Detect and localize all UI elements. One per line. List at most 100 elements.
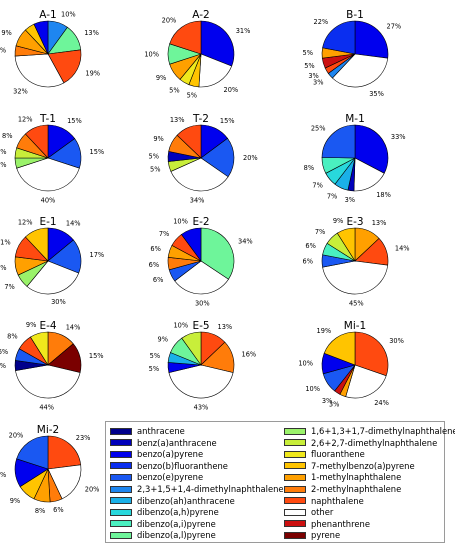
pie-slice-naphthalene bbox=[47, 49, 82, 84]
legend-label: benzo(e)pyrene bbox=[137, 472, 204, 483]
slice-label: 13% bbox=[372, 219, 387, 227]
slice-label: 14% bbox=[0, 471, 6, 479]
pie-slice-other bbox=[14, 53, 65, 88]
slice-label: 5% bbox=[149, 153, 159, 161]
legend-item-1-methylnaphthalene: 1-methylnaphthalene bbox=[284, 471, 401, 483]
slice-label: 12% bbox=[18, 218, 33, 226]
slice-label: 14% bbox=[66, 323, 81, 331]
pie-slice-naphthalene bbox=[24, 124, 49, 159]
pie-e-3: E-3 13%14%45%6%6%7%9% bbox=[303, 216, 410, 308]
slice-label: 8% bbox=[2, 132, 12, 140]
slice-label: 13% bbox=[84, 29, 99, 37]
legend-swatch bbox=[284, 485, 306, 493]
slice-label: 5% bbox=[150, 166, 160, 174]
pie-slice-other bbox=[198, 53, 233, 88]
pie-title: E-3 bbox=[346, 216, 363, 228]
slice-label: 12% bbox=[18, 115, 33, 123]
pie-title: B-1 bbox=[346, 9, 364, 21]
slice-label: 34% bbox=[238, 238, 253, 246]
slice-label: 40% bbox=[41, 197, 56, 205]
slice-label: 10% bbox=[173, 218, 188, 226]
pie-slice-7-methylbenzo-a-pyrene bbox=[323, 331, 356, 366]
pie-title: E-5 bbox=[192, 320, 209, 332]
legend: anthracene benz(a)anthracene benzo(a)pyren… bbox=[105, 421, 455, 543]
legend-swatch bbox=[110, 497, 132, 505]
slice-label: 6% bbox=[53, 506, 63, 514]
slice-label: 14% bbox=[66, 220, 81, 228]
pie-slice-benzo-a-pyrene bbox=[181, 227, 202, 262]
slice-label: 5% bbox=[150, 352, 160, 360]
legend-label: other bbox=[311, 507, 334, 518]
pie-slice-other bbox=[26, 260, 80, 295]
slice-label: 15% bbox=[89, 352, 104, 360]
legend-swatch bbox=[284, 473, 306, 481]
pie-slice-benzo-e-pyrene bbox=[200, 137, 235, 178]
legend-label: 2-methylnaphthalene bbox=[311, 484, 402, 494]
pie-title: A-2 bbox=[192, 9, 209, 21]
slice-label: 16% bbox=[242, 351, 257, 359]
slice-label: 6% bbox=[149, 261, 159, 269]
slice-label: 20% bbox=[224, 86, 239, 94]
slice-label: 10% bbox=[305, 385, 320, 393]
pie-title: T-1 bbox=[39, 113, 56, 125]
pie-e-1: E-1 14% 17% 30% 7% 9% 11% 12% bbox=[0, 216, 104, 306]
slice-label: 6% bbox=[0, 348, 8, 356]
pie-slice-benzo-a-pyrene bbox=[33, 20, 49, 55]
slice-label: 10% bbox=[61, 11, 76, 19]
slice-label: 3% bbox=[308, 72, 318, 80]
pie-slice-2-6-2-7-dimethylnaphthalene bbox=[181, 331, 202, 366]
slice-label: 20% bbox=[162, 17, 177, 25]
legend-item-2-6-2-7-dimethylnaphthalene: 2,6+2,7-dimethylnaphthalene bbox=[284, 437, 437, 449]
slice-label: 9% bbox=[156, 74, 166, 82]
pie-t-2: T-2 15% 20% 34% 5% 5% 9% 13% bbox=[149, 113, 258, 204]
slice-label: 5% bbox=[0, 161, 7, 169]
pie-slice-naphthalene bbox=[169, 20, 202, 55]
legend-swatch bbox=[110, 473, 132, 481]
pie-slice-other bbox=[174, 260, 229, 295]
legend-label: dibenzo(ah)anthracene bbox=[137, 495, 235, 506]
slice-label: 3% bbox=[329, 401, 339, 409]
legend-item-benz-a-anthracene: benz(a)anthracene bbox=[110, 437, 217, 449]
pie-a-2: A-231%20%5%5%9%10%20% bbox=[144, 9, 250, 100]
legend-swatch bbox=[284, 462, 306, 470]
legend-swatch bbox=[284, 450, 306, 458]
legend-swatch bbox=[284, 497, 306, 505]
legend-item-7-methylbenzo-a-pyrene: 7-methylbenzo(a)pyrene bbox=[284, 460, 415, 472]
slice-label: 9% bbox=[1, 29, 11, 37]
pie-slice-naphthalene bbox=[47, 435, 82, 470]
slice-label: 19% bbox=[85, 70, 100, 78]
slice-label: 19% bbox=[317, 327, 332, 335]
pie-title: E-4 bbox=[39, 320, 56, 332]
slice-label: 33% bbox=[391, 133, 406, 141]
legend-swatch bbox=[110, 462, 132, 470]
legend-item-1-6-1-3-1-7-dimethylnaphthalene: 1,6+1,3+1,7-dimethylnaphthalene bbox=[284, 425, 455, 437]
legend-swatch bbox=[110, 520, 132, 528]
slice-label: 23% bbox=[76, 434, 91, 442]
pie-slice-other bbox=[322, 260, 389, 295]
slice-label: 5% bbox=[187, 92, 197, 100]
pie-b-1: B-1 27% 35% 3%3% 5% 5% 22% bbox=[303, 9, 402, 98]
legend-label: 7-methylbenzo(a)pyrene bbox=[311, 460, 415, 471]
legend-swatch bbox=[110, 450, 132, 458]
pie-title: E-2 bbox=[192, 216, 209, 228]
legend-item-benzo-e-pyrene: benzo(e)pyrene bbox=[110, 471, 203, 483]
slice-label: 6% bbox=[305, 242, 315, 250]
slice-label: 5% bbox=[304, 62, 314, 70]
pie-slice-other bbox=[345, 364, 387, 399]
slice-label: 13% bbox=[218, 323, 233, 331]
pie-title: M-1 bbox=[345, 113, 365, 125]
slice-label: 17% bbox=[90, 251, 105, 259]
legend-item-anthracene: anthracene bbox=[110, 425, 185, 437]
pie-m-1: M-1 33% 18% 3% 7% 7% 8% 25% bbox=[304, 113, 406, 204]
slice-label: 30% bbox=[195, 300, 210, 308]
slice-label: 34% bbox=[190, 196, 205, 204]
legend-item-dibenzo-ah-anthracene: dibenzo(ah)anthracene bbox=[110, 495, 235, 507]
legend-item-2-3-1-5-1-4-dimethylnaphthalene: 2,3+1,5+1,4-dimethylnaphthalene bbox=[110, 483, 284, 495]
slice-label: 24% bbox=[374, 399, 389, 407]
slice-label: 43% bbox=[194, 404, 209, 412]
slice-label: 31% bbox=[236, 27, 251, 35]
slice-label: 3% bbox=[322, 397, 332, 405]
legend-label: 1,6+1,3+1,7-dimethylnaphthalene bbox=[311, 426, 455, 436]
legend-label: pyrene bbox=[311, 530, 341, 541]
